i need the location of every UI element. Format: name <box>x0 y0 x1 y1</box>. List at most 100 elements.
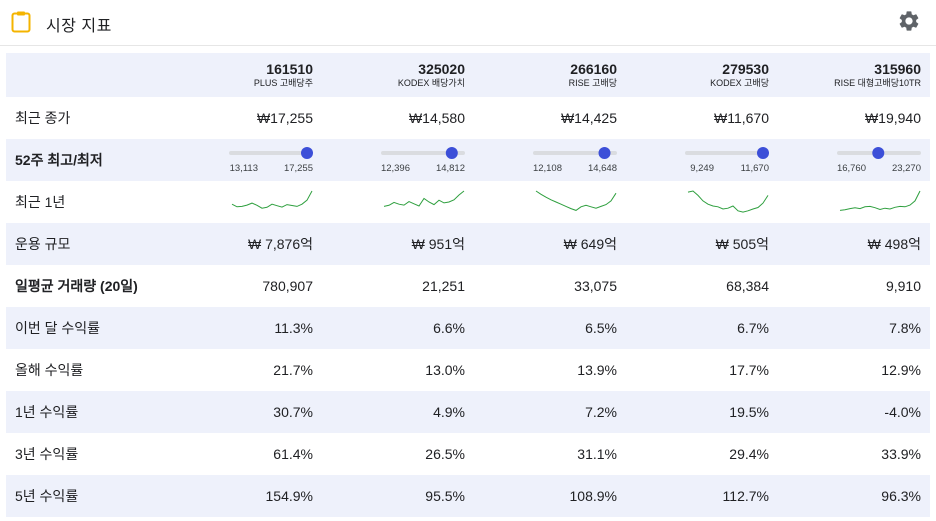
range-52w-bar <box>229 147 313 159</box>
range-52w-bar <box>533 147 617 159</box>
column-header-325020[interactable]: 325020 KODEX 배당가치 <box>322 53 474 97</box>
range-marker <box>757 147 769 159</box>
sparkline-cell <box>626 181 778 223</box>
clipboard-icon <box>11 11 31 33</box>
fund-code: 161510 <box>266 60 313 77</box>
r3y-value: 33.9% <box>881 446 921 462</box>
range-52w: 12,396 14,812 <box>322 139 474 181</box>
range-low: 12,396 <box>380 163 410 174</box>
close-value: ₩14,425 <box>560 110 617 126</box>
sparkline-path <box>535 190 617 211</box>
month-value: 6.6% <box>433 320 465 336</box>
row-label: 최근 종가 <box>15 110 71 126</box>
aum-value: ₩ 951억 <box>411 236 465 252</box>
range-52w: 12,108 14,648 <box>474 139 626 181</box>
row-label: 이번 달 수익률 <box>15 320 101 336</box>
range-52w-cell: 13,113 17,255 <box>170 139 322 181</box>
range-high: 14,648 <box>587 163 617 174</box>
volume-value: 780,907 <box>262 278 313 294</box>
column-header-row: 161510 PLUS 고배당주 325020 KODEX 배당가치 266160 RIS… <box>6 53 930 97</box>
ytd-value: 12.9% <box>881 362 921 378</box>
gear-icon[interactable] <box>897 9 921 33</box>
column-header-315960[interactable]: 315960 RISE 대형고배당10TR <box>778 53 930 97</box>
range-high: 14,812 <box>435 163 465 174</box>
r5y-value: 108.9% <box>569 488 617 504</box>
close-value: ₩11,670 <box>714 110 769 126</box>
row-r1y: 1년 수익률 30.7% 4.9% 7.2% 19.5% -4.0% <box>6 391 930 433</box>
range-marker <box>301 147 313 159</box>
ytd-value: 13.0% <box>425 362 465 378</box>
column-header-266160[interactable]: 266160 RISE 고배당 <box>474 53 626 97</box>
sparkline-1y <box>383 190 465 207</box>
sparkline-cell <box>322 181 474 223</box>
close-value: ₩19,940 <box>864 110 921 126</box>
range-52w-bar <box>381 147 465 159</box>
close-value: ₩17,255 <box>256 110 313 126</box>
range-52w-cell: 16,760 23,270 <box>778 139 930 181</box>
close-value: ₩14,580 <box>408 110 465 126</box>
sparkline-cell <box>170 181 322 223</box>
range-marker <box>872 147 885 159</box>
range-52w-cell: 12,396 14,812 <box>322 139 474 181</box>
header-corner-cell <box>6 53 170 97</box>
ytd-value: 17.7% <box>729 362 769 378</box>
volume-value: 9,910 <box>885 278 921 294</box>
range-high: 11,670 <box>740 163 769 174</box>
volume-value: 21,251 <box>422 278 465 294</box>
r3y-value: 31.1% <box>577 446 617 462</box>
page-title: 시장 지표 <box>46 18 112 35</box>
range-52w-bar <box>685 147 769 159</box>
range-52w: 9,249 11,670 <box>626 139 778 181</box>
row-close: 최근 종가 ₩17,255 ₩14,580 ₩14,425 ₩11,670 ₩19,940 <box>6 97 930 139</box>
sparkline-1y <box>839 190 921 211</box>
month-value: 6.5% <box>585 320 617 336</box>
sparkline-path <box>383 190 465 207</box>
row-month: 이번 달 수익률 11.3% 6.6% 6.5% 6.7% 7.8% <box>6 307 930 349</box>
fund-code: 325020 <box>418 60 465 77</box>
fund-code: 266160 <box>570 60 617 77</box>
market-indicators-table: 161510 PLUS 고배당주 325020 KODEX 배당가치 266160 RIS… <box>6 53 930 517</box>
row-label: 1년 수익률 <box>15 404 79 420</box>
r1y-value: 30.7% <box>273 404 313 420</box>
fund-name: KODEX 고배당 <box>710 77 769 88</box>
range-52w: 16,760 23,270 <box>778 139 930 181</box>
sparkline-1y <box>231 190 313 209</box>
row-range52: 52주 최고/최저 13,113 17,255 12,396 14,812 12,108 1… <box>6 139 930 181</box>
sparkline-1y <box>535 190 617 211</box>
r5y-value: 112.7% <box>722 488 769 504</box>
sparkline-path <box>687 190 769 213</box>
fund-code: 279530 <box>722 60 769 77</box>
row-label: 5년 수익률 <box>15 488 79 504</box>
range-52w: 13,113 17,255 <box>170 139 322 181</box>
aum-value: ₩ 505억 <box>715 236 769 252</box>
sparkline-path <box>231 190 313 209</box>
month-value: 11.3% <box>274 320 313 336</box>
volume-value: 33,075 <box>574 278 617 294</box>
range-low: 12,108 <box>532 163 562 174</box>
row-label: 운용 규모 <box>15 236 71 252</box>
sparkline-path <box>839 190 921 211</box>
row-label: 52주 최고/최저 <box>15 152 103 168</box>
r5y-value: 96.3% <box>881 488 921 504</box>
sparkline-1y <box>687 190 769 213</box>
r5y-value: 154.9% <box>265 488 313 504</box>
r1y-value: 19.5% <box>729 404 769 420</box>
column-header-279530[interactable]: 279530 KODEX 고배당 <box>626 53 778 97</box>
row-label: 3년 수익률 <box>15 446 79 462</box>
aum-value: ₩ 649억 <box>563 236 617 252</box>
row-year1: 최근 1년 <box>6 181 930 223</box>
column-header-161510[interactable]: 161510 PLUS 고배당주 <box>170 53 322 97</box>
fund-code: 315960 <box>874 60 921 77</box>
range-low: 9,249 <box>690 163 714 174</box>
range-high: 23,270 <box>891 163 921 174</box>
volume-value: 68,384 <box>726 278 769 294</box>
month-value: 7.8% <box>889 320 921 336</box>
sparkline-cell <box>474 181 626 223</box>
row-label: 일평균 거래량 (20일) <box>15 278 138 294</box>
row-label: 올해 수익률 <box>15 362 84 378</box>
range-low: 16,760 <box>836 163 866 174</box>
row-volume: 일평균 거래량 (20일) 780,907 21,251 33,075 68,384 9,… <box>6 265 930 307</box>
page-header: 시장 지표 <box>0 0 936 46</box>
fund-name: RISE 대형고배당10TR <box>834 77 921 88</box>
r1y-value: 7.2% <box>585 404 617 420</box>
